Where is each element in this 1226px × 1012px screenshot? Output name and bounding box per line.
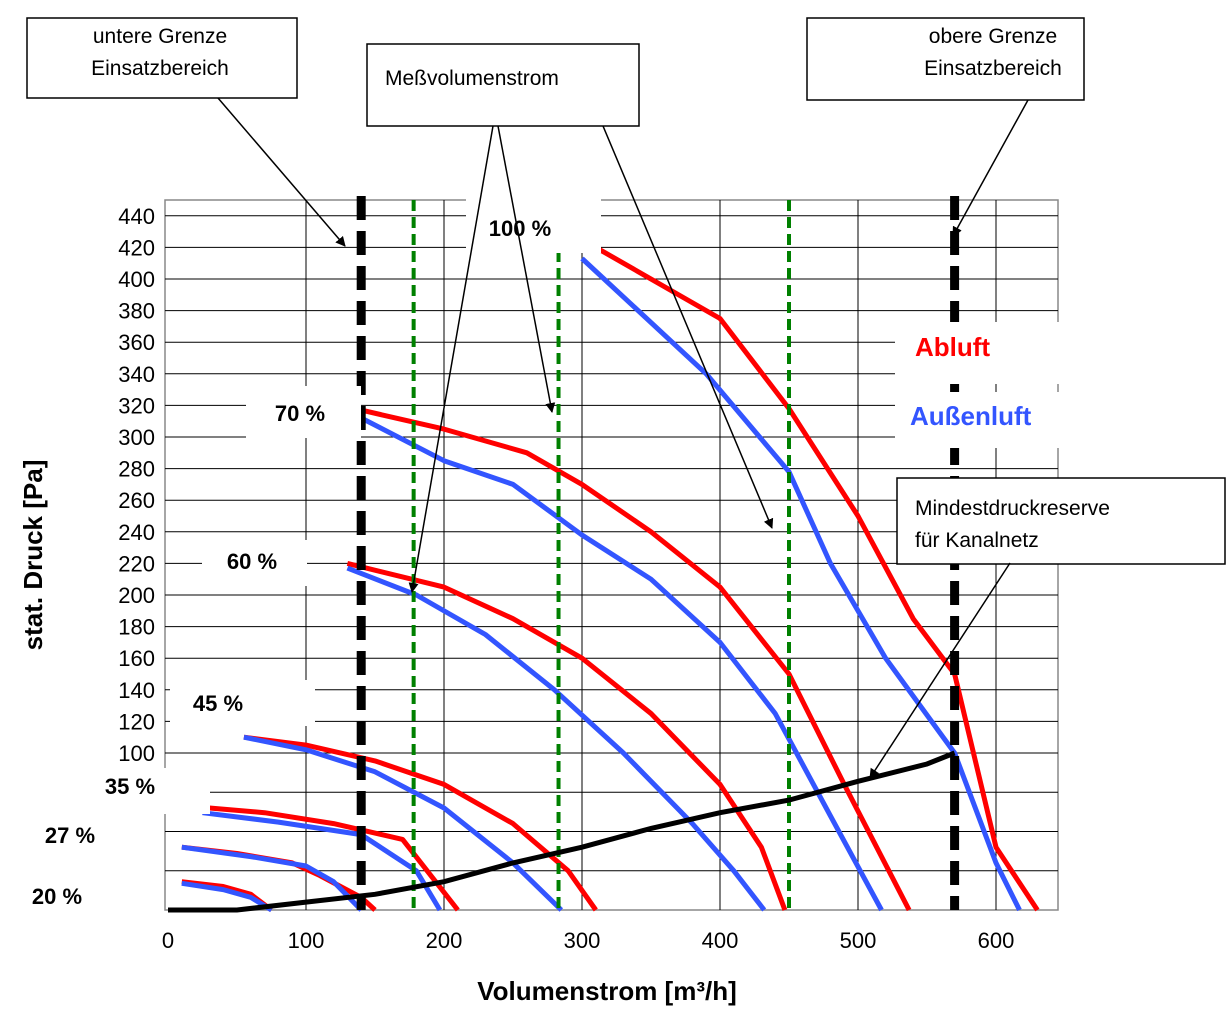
y-tick-label: 100: [118, 741, 155, 766]
y-tick-label: 220: [118, 551, 155, 576]
y-tick-label: 180: [118, 615, 155, 640]
x-axis-title: Volumenstrom [m³/h]: [477, 976, 737, 1006]
callout-arrow: [408, 125, 494, 593]
stage-label-box: [90, 768, 210, 814]
y-tick-label: 140: [118, 678, 155, 703]
y-tick-label: 120: [118, 709, 155, 734]
x-tick-label: 200: [426, 928, 463, 953]
y-tick-label: 320: [118, 393, 155, 418]
stage-labels: 100 % 70 % 60 % 45 % 35 % 27 % 20 %: [20, 198, 601, 916]
stage-label-box: [466, 198, 601, 253]
x-tick-label: 400: [702, 928, 739, 953]
x-tick-label: 500: [840, 928, 877, 953]
legend-label: Abluft: [915, 332, 990, 362]
x-tick-label: 300: [564, 928, 601, 953]
y-tick-label: 360: [118, 330, 155, 355]
callout-text: Einsatzbereich: [91, 57, 229, 80]
y-tick-label: 300: [118, 425, 155, 450]
y-tick-label: 380: [118, 299, 155, 324]
legend: Abluft Außenluft: [895, 322, 1060, 448]
callout-text: Meßvolumenstrom: [385, 67, 559, 90]
y-tick-label: 260: [118, 488, 155, 513]
abluft-curve: [209, 805, 460, 912]
abluft-curve: [243, 734, 598, 912]
stage-label-box: [20, 880, 130, 916]
callout-box: [896, 477, 1226, 565]
tick-labels: 0 100 200 300 400 500 600 100 120 140 160 180 200 220…: [118, 204, 1014, 953]
fan-curves: [181, 245, 1040, 913]
y-tick-label: 440: [118, 204, 155, 229]
y-tick-label: 200: [118, 583, 155, 608]
abluft-curve: [346, 560, 788, 911]
callout-arrow: [217, 97, 346, 247]
callout-arrow: [602, 125, 774, 529]
stage-label-box: [246, 386, 361, 438]
reserve-curve: [168, 750, 956, 913]
x-tick-label: 600: [978, 928, 1015, 953]
stage-label: 35 %: [105, 774, 155, 799]
stage-label-box: [170, 680, 315, 726]
aussenluft-curve: [346, 565, 767, 912]
y-tick-label: 340: [118, 362, 155, 387]
callout-arrow: [497, 125, 556, 413]
y-tick-label: 160: [118, 646, 155, 671]
reserve-curve-group: [168, 750, 956, 913]
stage-label-box: [202, 540, 307, 586]
aussenluft-curve: [243, 734, 564, 912]
abluft-curve: [594, 245, 1040, 912]
y-tick-label: 400: [118, 267, 155, 292]
aussenluft-curve: [181, 880, 273, 913]
callout-box: [26, 17, 298, 99]
y-axis-title: stat. Druck [Pa]: [18, 460, 48, 651]
legend-box-aussenluft: [895, 392, 1060, 448]
x-tick-label: 100: [288, 928, 325, 953]
abluft-curve: [360, 407, 912, 912]
stage-label: 70 %: [275, 401, 325, 426]
callout-text: Mindestdruckreserve: [915, 497, 1110, 520]
legend-box-abluft: [895, 322, 1060, 384]
aussenluft-curve: [181, 844, 363, 912]
callout-text: obere Grenze: [929, 25, 1057, 48]
callout-text: für Kanalnetz: [915, 529, 1039, 552]
stage-label: 20 %: [32, 884, 82, 909]
stage-label: 27 %: [45, 823, 95, 848]
callout-arrow: [952, 99, 1029, 237]
stage-label-box: [20, 818, 115, 858]
callout-box: [806, 17, 1085, 101]
y-tick-label: 280: [118, 457, 155, 482]
x-tick-label: 0: [162, 928, 174, 953]
aussenluft-curve: [360, 415, 884, 912]
callout-box: [366, 43, 640, 127]
callouts: untere Grenze Einsatzbereich Meßvolumenstr…: [26, 17, 1226, 779]
stage-label: 100 %: [489, 216, 551, 241]
y-tick-label: 420: [118, 235, 155, 260]
stage-label: 45 %: [193, 691, 243, 716]
stage-label: 60 %: [227, 549, 277, 574]
callout-arrow: [869, 562, 1011, 779]
callout-text: untere Grenze: [93, 25, 227, 48]
legend-label: Außenluft: [910, 401, 1032, 431]
callout-text: Einsatzbereich: [924, 57, 1062, 80]
aussenluft-curve: [580, 256, 1022, 912]
y-tick-label: 240: [118, 520, 155, 545]
